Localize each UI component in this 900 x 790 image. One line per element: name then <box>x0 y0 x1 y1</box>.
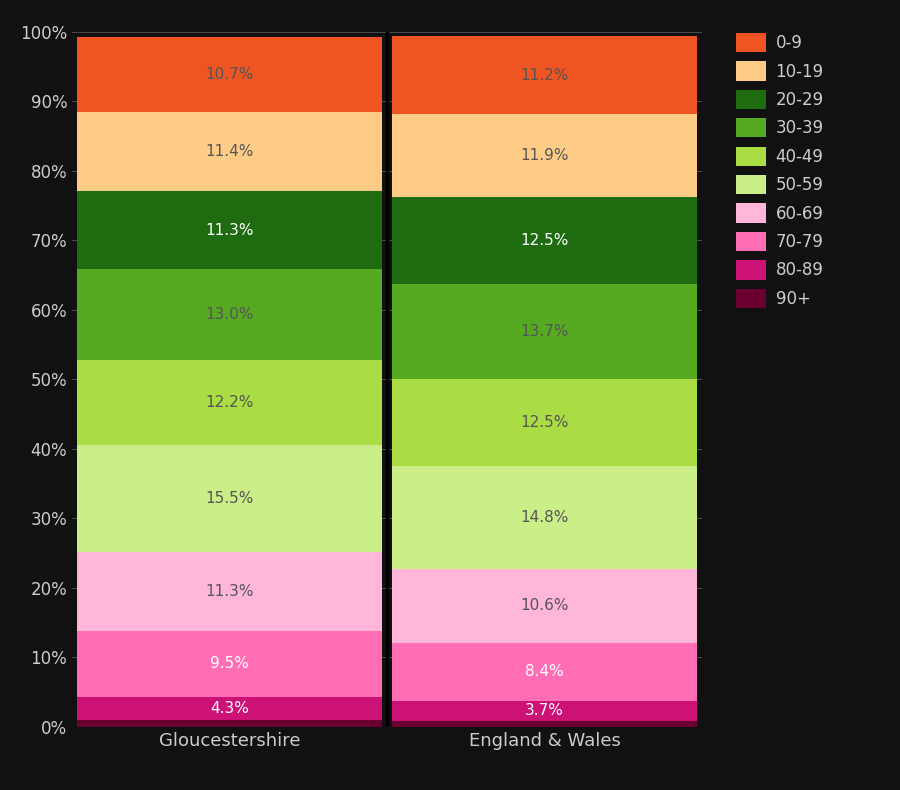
Bar <box>76 720 382 727</box>
Bar <box>76 697 382 720</box>
Text: 11.3%: 11.3% <box>205 584 254 599</box>
Text: 10.6%: 10.6% <box>520 598 569 613</box>
Text: 13.7%: 13.7% <box>520 324 569 339</box>
Bar <box>76 191 382 269</box>
Bar <box>76 552 382 631</box>
Text: 11.9%: 11.9% <box>520 149 569 164</box>
Text: 8.4%: 8.4% <box>525 664 564 679</box>
Bar <box>76 37 382 111</box>
Bar <box>392 643 698 701</box>
Bar <box>392 197 698 284</box>
Bar <box>392 701 698 720</box>
Text: 15.5%: 15.5% <box>205 491 254 506</box>
Bar <box>392 379 698 466</box>
Bar <box>76 359 382 445</box>
Text: 11.2%: 11.2% <box>520 68 569 83</box>
Text: 11.3%: 11.3% <box>205 223 254 238</box>
Text: 14.8%: 14.8% <box>520 510 569 525</box>
Text: 12.2%: 12.2% <box>205 395 254 410</box>
Text: 4.3%: 4.3% <box>210 701 249 716</box>
Text: 13.0%: 13.0% <box>205 307 254 322</box>
Text: 10.7%: 10.7% <box>205 67 254 82</box>
Text: 3.7%: 3.7% <box>525 703 564 718</box>
Bar <box>392 115 698 197</box>
Text: 12.5%: 12.5% <box>520 233 569 248</box>
Bar <box>392 720 698 727</box>
Bar <box>392 284 698 379</box>
Text: 12.5%: 12.5% <box>520 416 569 430</box>
Bar <box>76 445 382 552</box>
Legend: 0-9, 10-19, 20-29, 30-39, 40-49, 50-59, 60-69, 70-79, 80-89, 90+: 0-9, 10-19, 20-29, 30-39, 40-49, 50-59, … <box>735 33 824 308</box>
Bar <box>392 569 698 643</box>
Bar <box>76 111 382 191</box>
Bar <box>76 631 382 697</box>
Bar <box>392 36 698 115</box>
Bar <box>392 466 698 569</box>
Text: 9.5%: 9.5% <box>210 656 249 672</box>
Bar <box>76 269 382 359</box>
Text: 11.4%: 11.4% <box>205 144 254 159</box>
